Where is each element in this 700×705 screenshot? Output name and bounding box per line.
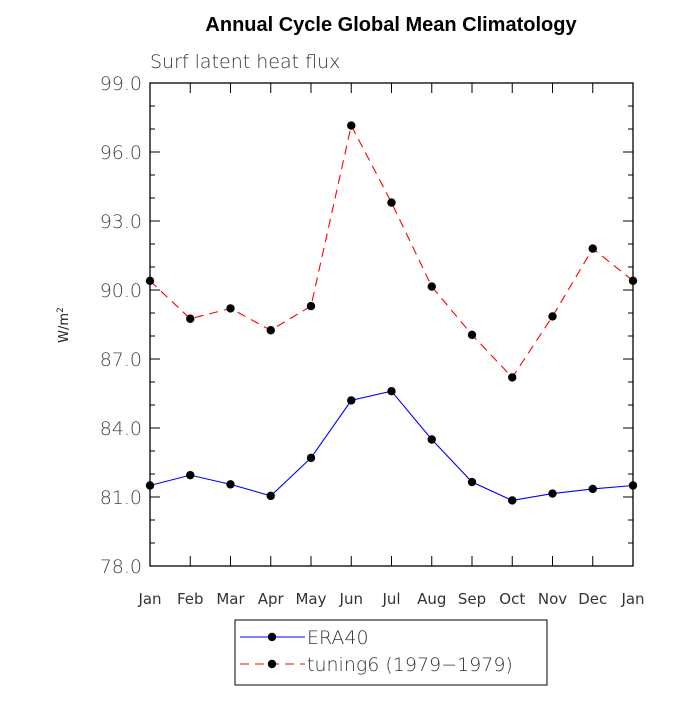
y-axis-label: W/m2: [56, 307, 72, 343]
data-point: [588, 244, 597, 253]
data-point: [548, 489, 557, 498]
x-tick-label: Oct: [499, 590, 525, 608]
data-point: [306, 453, 316, 463]
x-tick-label: Apr: [258, 590, 285, 608]
y-tick-label: 99.0: [100, 73, 142, 95]
data-point: [548, 312, 557, 321]
data-point: [387, 387, 396, 396]
legend: ERA40 tuning6 (1979−1979): [234, 619, 548, 686]
legend-box: [234, 619, 548, 686]
legend-label: tuning6 (1979−1979): [307, 654, 513, 676]
y-axis-label-superscript: 2: [56, 307, 66, 313]
x-tick-label: Dec: [578, 590, 607, 608]
y-tick-label: 96.0: [100, 142, 142, 164]
data-point: [588, 484, 597, 494]
data-point: [347, 121, 356, 130]
axes: 78.0 81.0 84.0 87.0 90.0 93.0 96.0 99.0 Jan Feb Ma…: [100, 73, 645, 608]
data-point: [628, 481, 638, 490]
x-tick-label: Jun: [339, 590, 363, 608]
y-tick-label: 93.0: [100, 211, 142, 233]
data-point: [266, 491, 275, 501]
x-tick-label: Mar: [216, 590, 245, 608]
data-point: [347, 396, 356, 405]
data-point: [467, 330, 477, 340]
data-point: [266, 326, 275, 335]
y-tick-label: 87.0: [100, 349, 142, 371]
data-point: [508, 496, 517, 505]
data-point: [628, 276, 638, 285]
data-point: [306, 301, 316, 311]
x-tick-label: Jan: [137, 590, 161, 608]
x-tick-label: Sep: [458, 590, 486, 608]
y-axis-label-base: W/m: [57, 313, 72, 343]
data-point: [427, 282, 436, 291]
y-tick-label: 84.0: [100, 418, 142, 440]
series-1: [145, 387, 638, 505]
series-2: [145, 121, 638, 382]
x-tick-label: Feb: [177, 590, 204, 608]
legend-swatch-marker: [267, 632, 277, 642]
y-tick-label: 81.0: [100, 487, 142, 509]
legend-label: ERA40: [307, 627, 369, 649]
x-tick-label: Jan: [620, 590, 644, 608]
data-point: [226, 304, 235, 313]
data-point: [186, 470, 195, 480]
x-tick-label: Aug: [417, 590, 446, 608]
y-tick-label: 90.0: [100, 280, 142, 302]
x-tick-label: Nov: [538, 590, 567, 608]
data-point: [508, 373, 517, 382]
chart-subtitle: Surf latent heat flux: [150, 51, 340, 73]
y-tick-label: 78.0: [100, 556, 142, 578]
data-point: [226, 480, 235, 489]
legend-swatch-marker: [267, 659, 277, 669]
data-point: [145, 481, 155, 490]
chart-title: Annual Cycle Global Mean Climatology: [205, 14, 577, 36]
x-tick-label: May: [295, 590, 326, 608]
data-point: [186, 314, 195, 323]
data-point: [427, 435, 436, 444]
series-layer: [145, 121, 638, 505]
data-point: [145, 276, 155, 285]
data-point: [387, 198, 396, 207]
data-point: [467, 477, 477, 487]
x-tick-label: Jul: [381, 590, 400, 608]
